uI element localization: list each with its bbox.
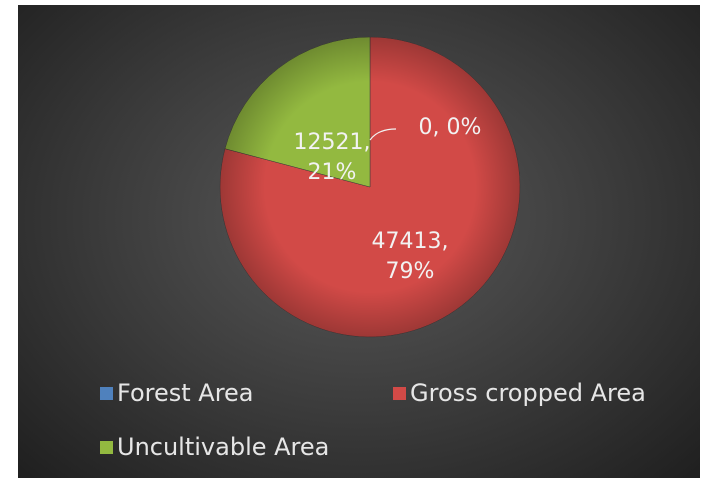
legend-marker xyxy=(100,387,113,400)
pie-shade xyxy=(220,37,520,337)
leader-line xyxy=(369,128,397,141)
legend-label: Forest Area xyxy=(117,379,254,407)
data-label: 0, 0% xyxy=(418,115,482,140)
legend-label: Uncultivable Area xyxy=(117,433,330,461)
data-label: 47413, 79% xyxy=(371,229,449,284)
legend-marker xyxy=(393,387,406,400)
legend-label: Gross cropped Area xyxy=(410,379,646,407)
legend-marker xyxy=(100,441,113,454)
data-label: 12521, 21% xyxy=(293,130,371,185)
